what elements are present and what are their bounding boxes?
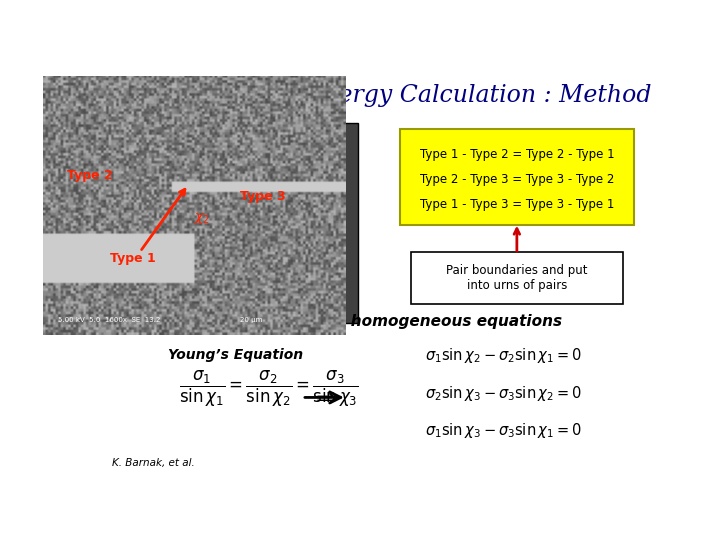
Text: Type 1: Type 1 — [109, 252, 156, 265]
Text: Type 1 - Type 2 = Type 2 - Type 1: Type 1 - Type 2 = Type 2 - Type 1 — [420, 148, 614, 161]
FancyBboxPatch shape — [124, 123, 358, 322]
Text: $\chi_2$: $\chi_2$ — [194, 211, 210, 226]
Text: Grain Boundary Energy Calculation : Method: Grain Boundary Energy Calculation : Meth… — [109, 84, 652, 106]
Text: 5.00 kV  5.0  1600x  SE  13.2: 5.00 kV 5.0 1600x SE 13.2 — [58, 317, 161, 323]
Text: Linear, homogeneous equations: Linear, homogeneous equations — [288, 314, 562, 329]
Text: Young’s Equation: Young’s Equation — [168, 348, 303, 362]
Text: $\Rightarrow$: $\Rightarrow$ — [311, 386, 338, 409]
Text: $\dfrac{\sigma_1}{\sin\chi_1} = \dfrac{\sigma_2}{\sin\chi_2} = \dfrac{\sigma_3}{: $\dfrac{\sigma_1}{\sin\chi_1} = \dfrac{\… — [179, 369, 359, 409]
Text: K. Barnak, et al.: K. Barnak, et al. — [112, 458, 195, 468]
Text: Type 2: Type 2 — [68, 169, 113, 183]
Text: $\sigma_1 \sin\chi_3 - \sigma_3 \sin\chi_1 = 0$: $\sigma_1 \sin\chi_3 - \sigma_3 \sin\chi… — [425, 421, 582, 440]
Text: Type 3: Type 3 — [240, 190, 285, 203]
Text: Pair boundaries and put
into urns of pairs: Pair boundaries and put into urns of pai… — [446, 264, 588, 292]
Text: Type 2 - Type 3 = Type 3 - Type 2: Type 2 - Type 3 = Type 3 - Type 2 — [420, 173, 614, 186]
FancyBboxPatch shape — [411, 252, 623, 304]
Text: Type 1 - Type 3 = Type 3 - Type 1: Type 1 - Type 3 = Type 3 - Type 1 — [420, 198, 614, 211]
Text: $\sigma_2 \sin\chi_3 - \sigma_3 \sin\chi_2 = 0$: $\sigma_2 \sin\chi_3 - \sigma_3 \sin\chi… — [425, 384, 582, 403]
Text: 20 μm: 20 μm — [240, 317, 262, 323]
Text: $\sigma_1 \sin\chi_2 - \sigma_2 \sin\chi_1 = 0$: $\sigma_1 \sin\chi_2 - \sigma_2 \sin\chi… — [425, 346, 582, 366]
FancyBboxPatch shape — [400, 129, 634, 225]
Text: 54: 54 — [112, 82, 135, 99]
